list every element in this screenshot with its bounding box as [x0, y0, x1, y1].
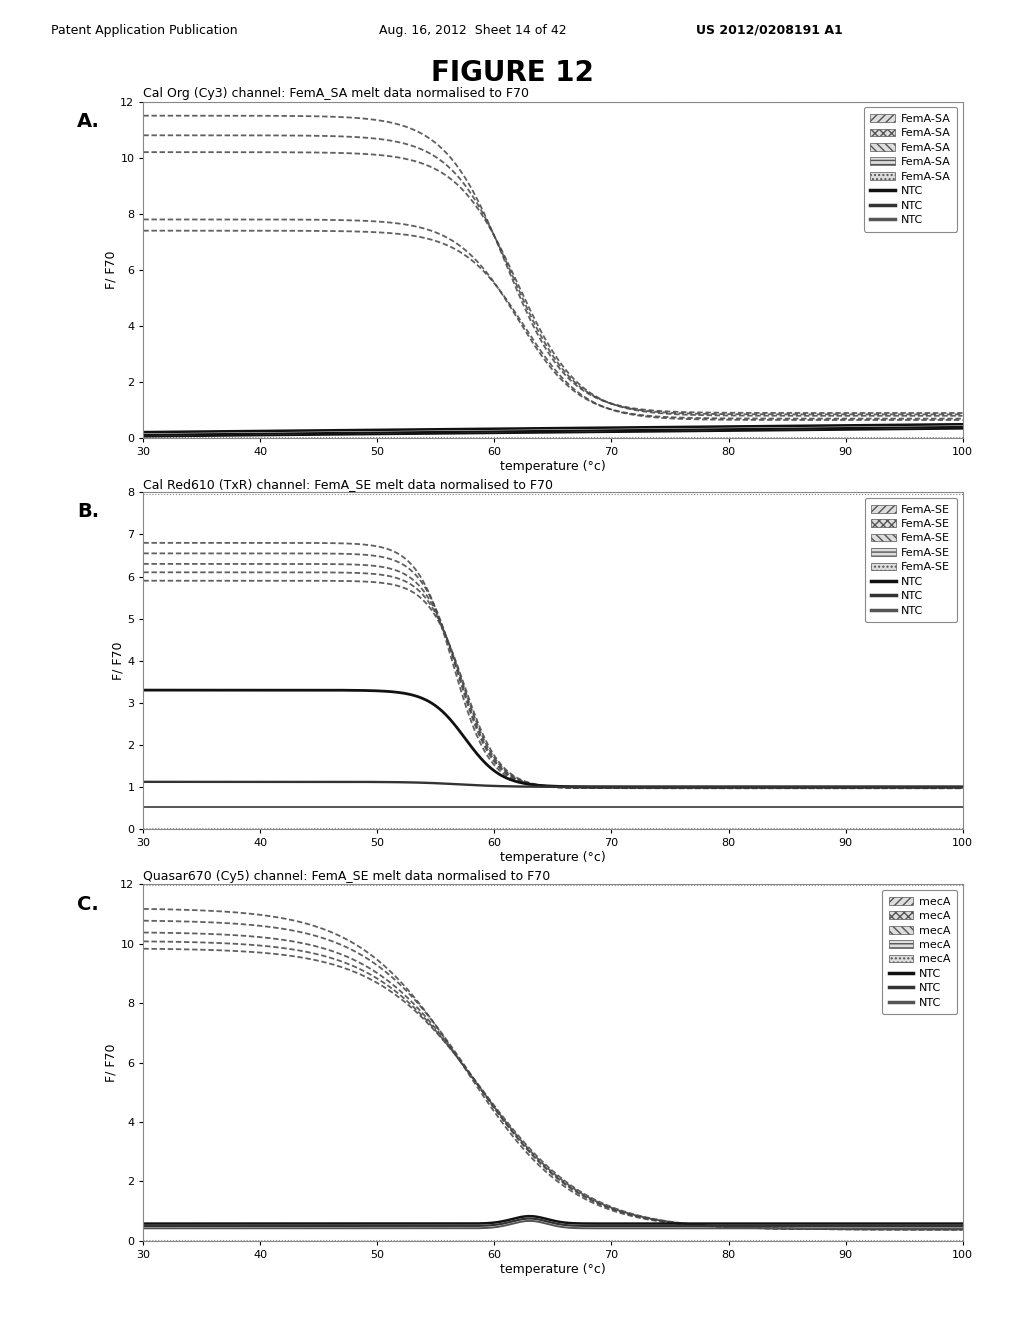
- Text: B.: B.: [77, 502, 99, 520]
- Text: Cal Org (Cy3) channel: FemA_SA melt data normalised to F70: Cal Org (Cy3) channel: FemA_SA melt data…: [143, 87, 529, 100]
- Y-axis label: F/ F70: F/ F70: [104, 251, 118, 289]
- X-axis label: temperature (°c): temperature (°c): [500, 461, 606, 473]
- Text: US 2012/0208191 A1: US 2012/0208191 A1: [696, 24, 843, 37]
- Text: FIGURE 12: FIGURE 12: [430, 59, 594, 87]
- Legend: mecA, mecA, mecA, mecA, mecA, NTC, NTC, NTC: mecA, mecA, mecA, mecA, mecA, NTC, NTC, …: [882, 890, 957, 1014]
- Text: Quasar670 (Cy5) channel: FemA_SE melt data normalised to F70: Quasar670 (Cy5) channel: FemA_SE melt da…: [143, 870, 551, 883]
- Text: Cal Red610 (TxR) channel: FemA_SE melt data normalised to F70: Cal Red610 (TxR) channel: FemA_SE melt d…: [143, 478, 553, 491]
- Text: Patent Application Publication: Patent Application Publication: [51, 24, 238, 37]
- X-axis label: temperature (°c): temperature (°c): [500, 1263, 606, 1275]
- X-axis label: temperature (°c): temperature (°c): [500, 851, 606, 863]
- Text: C.: C.: [77, 895, 98, 913]
- Text: A.: A.: [77, 112, 99, 131]
- Text: Aug. 16, 2012  Sheet 14 of 42: Aug. 16, 2012 Sheet 14 of 42: [379, 24, 566, 37]
- Y-axis label: F/ F70: F/ F70: [104, 1043, 118, 1082]
- Y-axis label: F/ F70: F/ F70: [112, 642, 125, 680]
- Legend: FemA-SE, FemA-SE, FemA-SE, FemA-SE, FemA-SE, NTC, NTC, NTC: FemA-SE, FemA-SE, FemA-SE, FemA-SE, FemA…: [864, 498, 957, 622]
- Legend: FemA-SA, FemA-SA, FemA-SA, FemA-SA, FemA-SA, NTC, NTC, NTC: FemA-SA, FemA-SA, FemA-SA, FemA-SA, FemA…: [864, 107, 957, 231]
